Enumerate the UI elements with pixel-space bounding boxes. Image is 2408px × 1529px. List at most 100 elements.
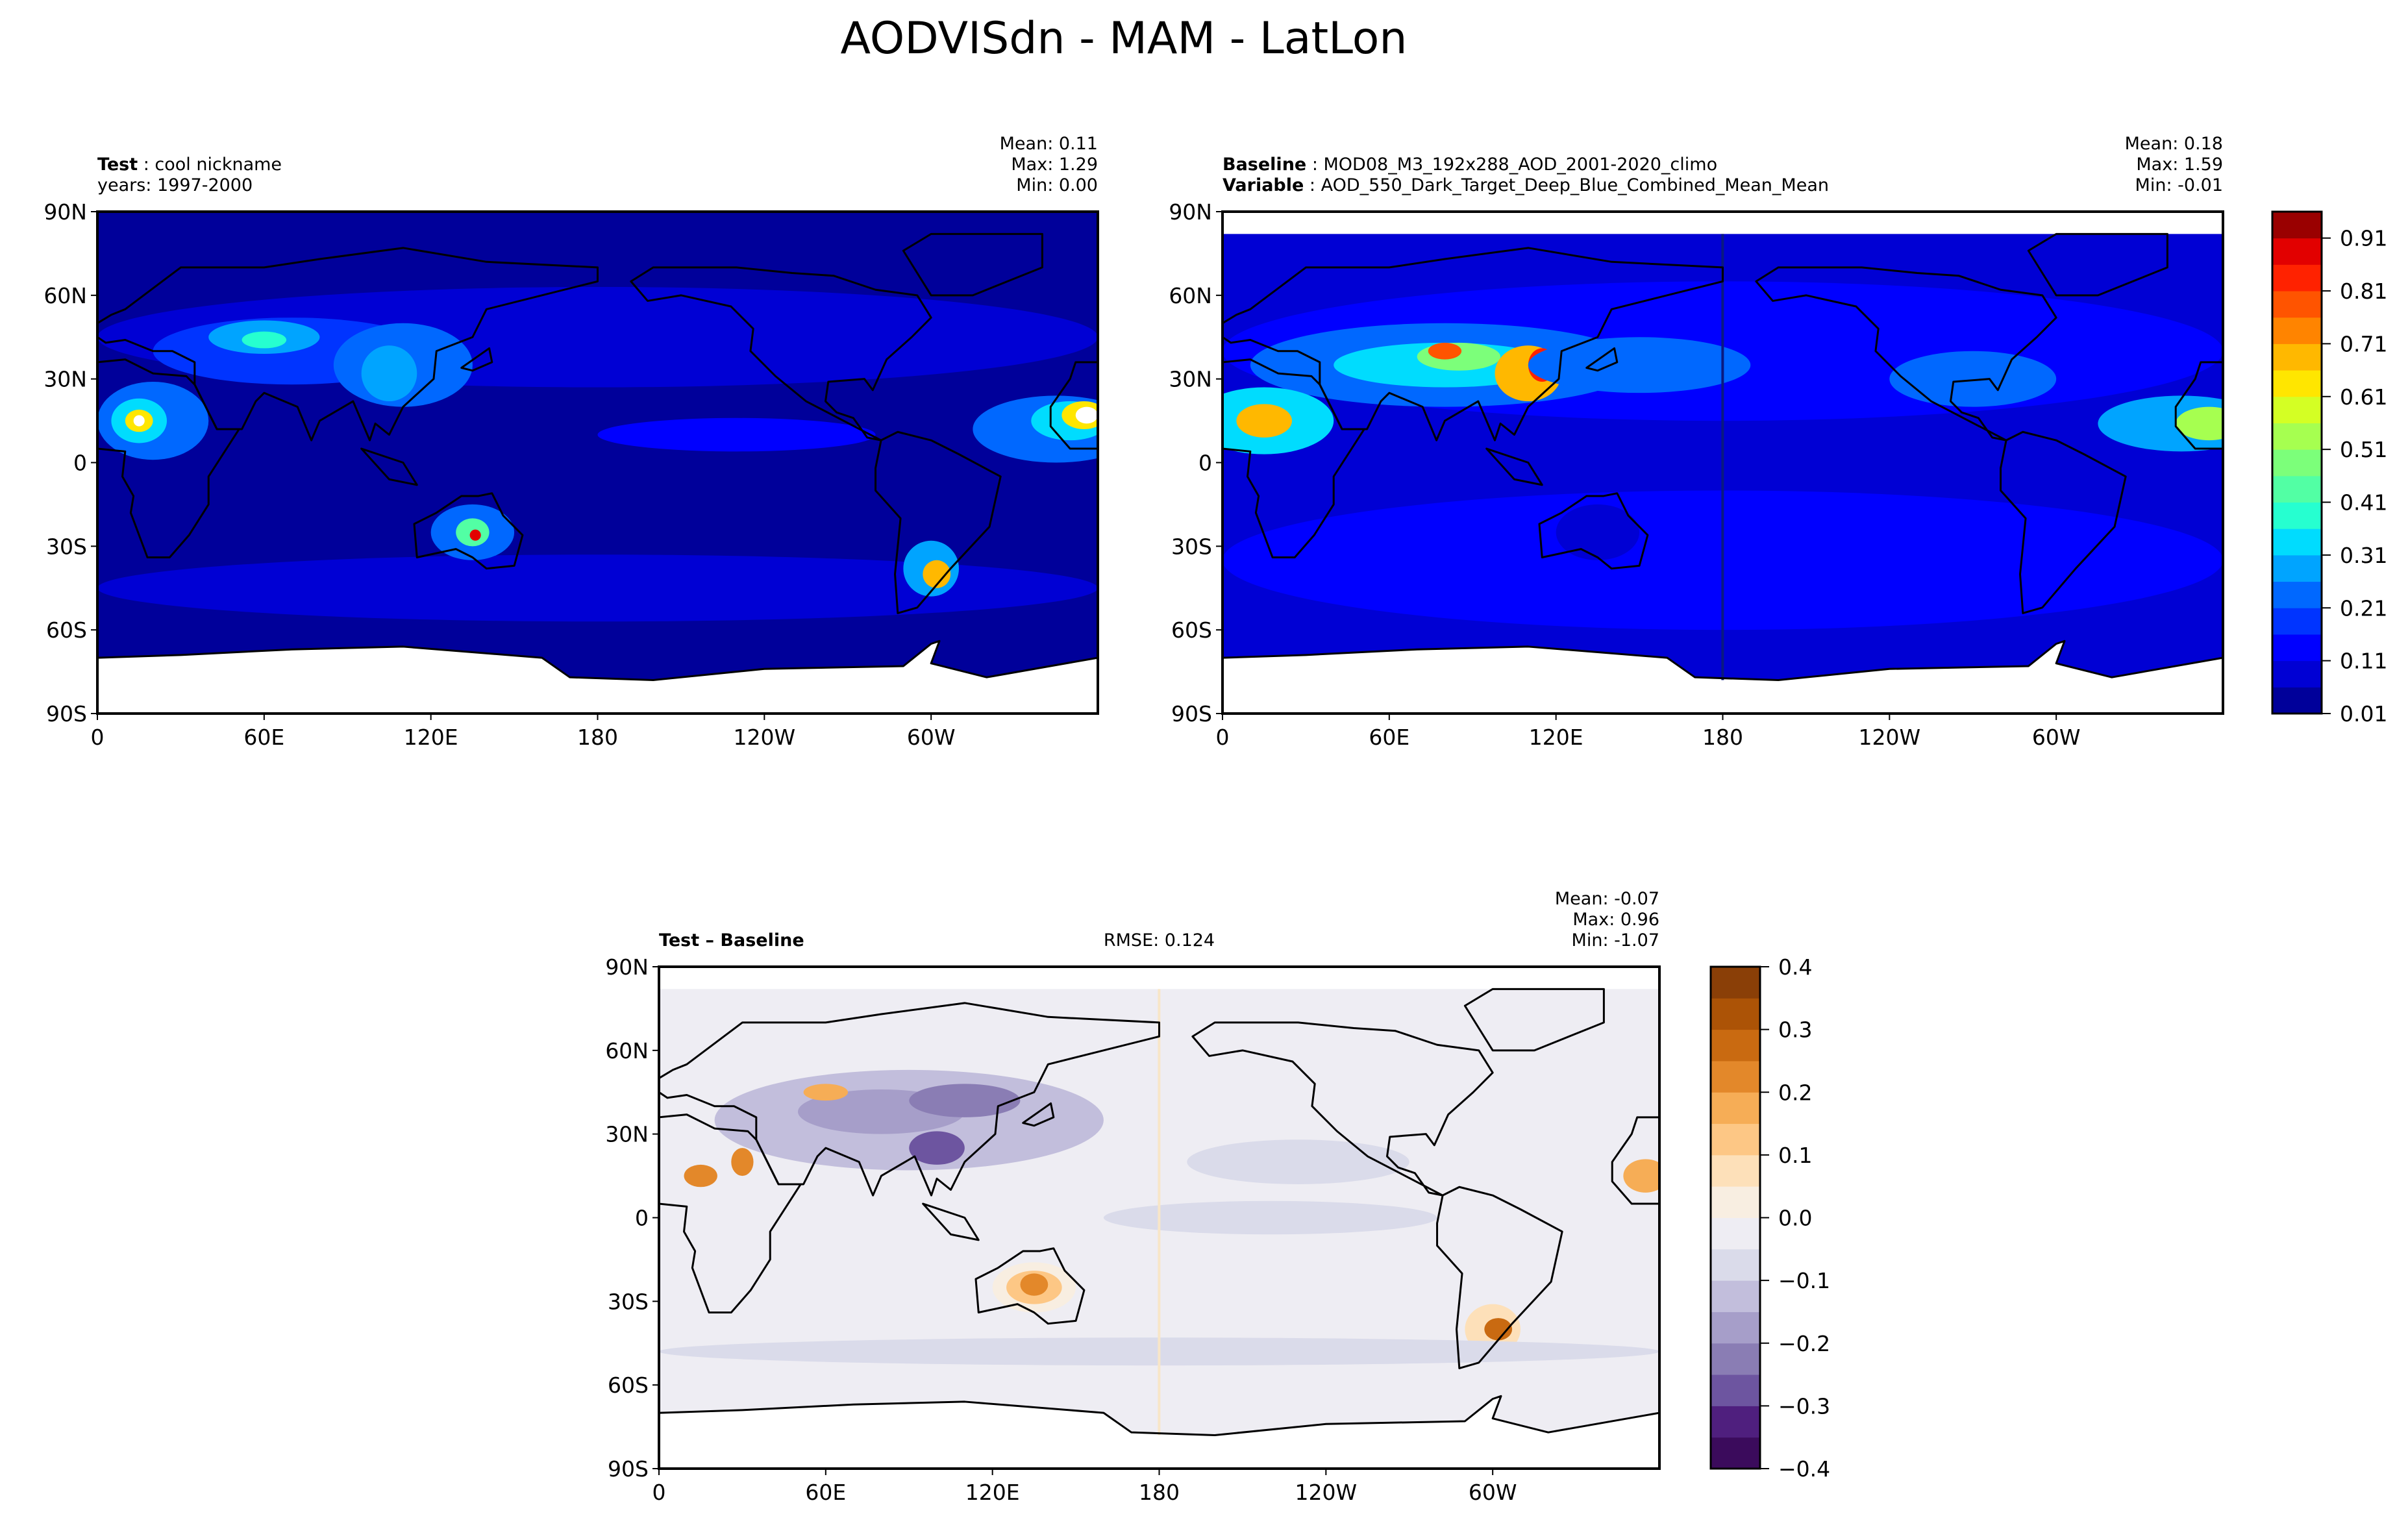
contour-region (1020, 1273, 1049, 1296)
x-tick-label: 120W (1295, 1480, 1358, 1505)
panel-label-sep: : (138, 155, 155, 175)
x-tick-label: 60E (805, 1480, 846, 1505)
contour-region (1556, 504, 1640, 560)
x-tick-label: 120E (404, 725, 458, 750)
map-panel-test: 0 60E 120E 180 120W 60W 90N 60N 30N 0 30S 60S 90S Mea… (43, 134, 1099, 750)
contour-region (1889, 351, 2057, 407)
coastline-antarctica (1223, 640, 2223, 681)
colorbar-bin (1711, 1280, 1760, 1312)
coastline (413, 492, 524, 570)
colorbar-bin (2272, 554, 2322, 582)
y-tick-label: 0 (635, 1206, 649, 1231)
stat-max: Max: 1.59 (2136, 155, 2223, 175)
panel-label-bold: Test (97, 155, 138, 175)
map-field (1223, 212, 2223, 714)
contour-region (1623, 1159, 1659, 1193)
contour-region (1187, 1139, 1409, 1184)
colorbar-bin (1711, 1123, 1760, 1156)
colorbar-tick-label: 0.3 (1778, 1017, 1812, 1043)
x-tick-label: 120E (1529, 725, 1583, 750)
x-tick-label: 180 (1702, 725, 1743, 750)
coastline (1463, 988, 1605, 1052)
coastline (1436, 1186, 1563, 1369)
colorbar-tick-label: 0.91 (2340, 226, 2387, 251)
colorbar-bin (2272, 660, 2322, 688)
coastline (1049, 361, 1098, 450)
x-tick-label: 0 (652, 1480, 666, 1505)
contour-region (1075, 406, 1098, 424)
colorbar-tick-label: 0.61 (2340, 384, 2387, 410)
panel-label: Test : cool nickname (97, 155, 282, 175)
contour-region (803, 1084, 849, 1101)
missing-data-region (659, 1396, 1659, 1469)
figure-title: AODVISdn - MAM - LatLon (840, 13, 1407, 64)
colorbar-bin (1711, 1060, 1760, 1093)
colorbar-bin (1711, 1437, 1760, 1469)
colorbar-tick-label: 0.11 (2340, 649, 2387, 674)
contour-region (133, 415, 145, 427)
panel-label-bold: Baseline (1223, 155, 1306, 175)
dateline-seam (1721, 234, 1724, 680)
colorbar-bin (2272, 370, 2322, 397)
colorbar-bin (1711, 1029, 1760, 1062)
coastline (922, 1202, 980, 1241)
coastline (974, 1247, 1086, 1325)
colorbar-bin (1711, 1154, 1760, 1187)
y-tick-label: 60S (608, 1373, 649, 1398)
map-field (97, 212, 1098, 714)
panel-label-text: cool nickname (155, 155, 282, 175)
colorbar-bin (1711, 1343, 1760, 1375)
coastline (97, 358, 240, 559)
coastline (1223, 247, 1724, 441)
contour-region (1103, 1200, 1437, 1235)
stat-mean: Mean: 0.18 (2125, 134, 2223, 154)
x-tick-label: 0 (1216, 725, 1230, 750)
panel-label: Test – Baseline (659, 930, 804, 951)
colorbar-tick-label: −0.2 (1778, 1331, 1830, 1356)
colorbar-bin (1711, 967, 1760, 999)
variable-label-bold: Variable (1223, 175, 1304, 195)
colorbar-tick-label: 0.41 (2340, 490, 2387, 516)
x-tick-label: 60E (1369, 725, 1409, 750)
map-panel-diff: 0 60E 120E 180 120W 60W 90N 60N 30N 0 30S 60S 90S Mea… (605, 889, 1661, 1505)
y-tick-label: 30N (43, 367, 87, 392)
coastline (2000, 430, 2127, 614)
y-tick-label: 90S (608, 1456, 649, 1482)
panel-label-text: MOD08_M3_192x288_AOD_2001-2020_climo (1324, 155, 1718, 175)
panel-label-sep: : (1306, 155, 1323, 175)
coastline (630, 266, 932, 441)
colorbar-bin (1711, 998, 1760, 1030)
x-tick-label: 180 (1139, 1480, 1180, 1505)
colorbar-bin (1711, 1186, 1760, 1218)
coastline (902, 232, 1043, 297)
colorbar-bin (1711, 1374, 1760, 1406)
colorbar-bin (2272, 317, 2322, 344)
colorbar-tick-label: 0.81 (2340, 279, 2387, 304)
y-tick-label: 30S (1171, 534, 1212, 559)
stat-max: Max: 1.29 (1011, 155, 1098, 175)
stat-min: Min: -1.07 (1572, 930, 1659, 951)
y-tick-label: 30N (1169, 367, 1212, 392)
x-tick-label: 0 (91, 725, 105, 750)
missing-data-region (1223, 212, 2223, 234)
y-tick-label: 90S (46, 701, 87, 727)
colorbar-tick-label: 0.31 (2340, 543, 2387, 568)
missing-data-region (97, 641, 1098, 714)
years-label: years: 1997-2000 (97, 175, 253, 195)
y-tick-label: 60S (1171, 617, 1212, 643)
contour-region (597, 417, 876, 452)
x-tick-label: 120W (1859, 725, 1921, 750)
colorbar-tick-label: 0.21 (2340, 595, 2387, 621)
contour-region (1484, 1318, 1513, 1341)
contour-region (469, 529, 481, 541)
colorbar-bin (1711, 1217, 1760, 1250)
coastline-antarctica (97, 640, 1098, 681)
coastline (1538, 492, 1649, 570)
coastline (1223, 358, 1365, 559)
colorbar-aod: 0.01 0.11 0.21 0.31 0.41 0.51 0.61 0.71 0.81 0.91 (2271, 210, 2387, 727)
stat-max: Max: 0.96 (1572, 910, 1659, 930)
coastline (875, 430, 1002, 614)
contour-region (97, 554, 1098, 622)
colorbar-tick-label: 0.71 (2340, 331, 2387, 356)
